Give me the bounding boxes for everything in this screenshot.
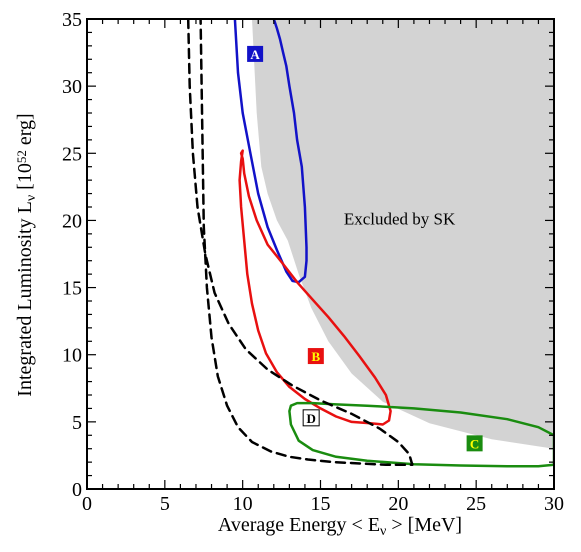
x-tick-label: 0 [82, 493, 92, 515]
x-tick-label: 20 [388, 493, 408, 515]
x-tick-label: 15 [311, 493, 331, 515]
x-tick-label: 10 [233, 493, 253, 515]
marker-label-c: C [470, 436, 479, 451]
marker-layer: A B C D [247, 45, 483, 452]
contour-c [288, 401, 554, 468]
marker-label-b: B [311, 349, 320, 364]
y-tick-label: 0 [72, 479, 82, 501]
marker-label-d: D [306, 411, 315, 426]
marker-box-a [247, 45, 264, 62]
y-axis-label: Integrated Luminosity Lν [1052 erg] [14, 113, 39, 396]
x-tick-label: 30 [544, 493, 564, 515]
y-tick-label: 25 [62, 143, 82, 165]
marker-label-a: A [250, 47, 260, 62]
tick-layer: 0 5 10 15 20 25 30 0 5 10 15 20 25 30 35 [62, 9, 564, 515]
y-tick-label: 20 [62, 210, 82, 232]
marker-box-d [302, 409, 320, 427]
excluded-annotation: Excluded by SK [344, 209, 456, 228]
excluded-region-layer [252, 19, 554, 449]
y-tick-label: 10 [62, 345, 82, 367]
contour-d [186, 19, 414, 467]
contour-b [238, 149, 392, 426]
marker-box-b [307, 348, 324, 365]
contour-a [233, 19, 308, 284]
marker-box-c [466, 435, 483, 452]
marker-a: A [247, 45, 264, 62]
x-tick-label: 25 [466, 493, 486, 515]
marker-c: C [466, 435, 483, 452]
x-axis-label: Average Energy < Eν > [MeV] [218, 514, 462, 539]
y-tick-label: 5 [72, 412, 82, 434]
y-tick-label: 35 [62, 9, 82, 31]
y-tick-label: 15 [62, 278, 82, 300]
marker-d: D [302, 409, 320, 427]
series-layer [186, 19, 554, 468]
excluded-region [252, 19, 554, 449]
x-tick-label: 5 [160, 493, 170, 515]
y-tick-label: 30 [62, 76, 82, 98]
marker-b: B [307, 348, 324, 365]
